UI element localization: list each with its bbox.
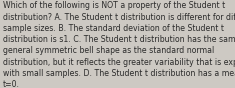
Text: Which of the following is NOT a property of the Student t
distribution? A. The S: Which of the following is NOT a property… xyxy=(3,1,235,88)
